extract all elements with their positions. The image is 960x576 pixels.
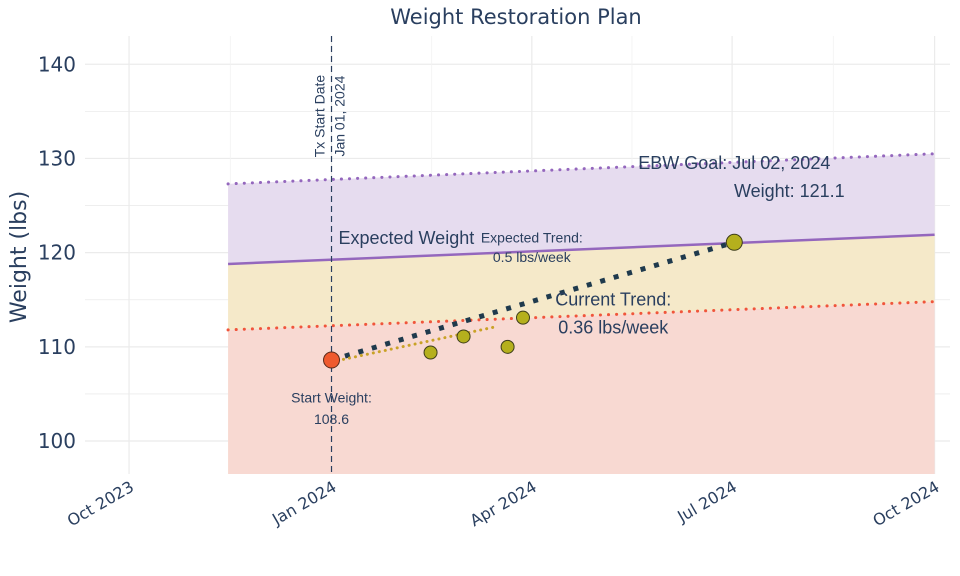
observation-point-3 <box>516 310 531 325</box>
y-tick-label: 110 <box>38 335 76 359</box>
annotation-ct1: Current Trend: <box>555 289 671 309</box>
band-0 <box>228 301 935 474</box>
annotation-tx2: Jan 01, 2024 <box>332 75 348 156</box>
x-tick-label: Oct 2023 <box>64 477 137 530</box>
observation-point-2 <box>500 339 515 354</box>
annotation-expw: Expected Weight <box>338 228 474 248</box>
annotation-sw2: 108.6 <box>314 411 349 427</box>
band-1 <box>228 234 935 330</box>
x-tick-label: Apr 2024 <box>467 477 540 530</box>
start-weight-point <box>323 351 341 369</box>
goal-weight-point <box>725 233 743 251</box>
annotation-ct2: 0.36 lbs/week <box>558 318 669 338</box>
y-tick-label: 100 <box>38 429 76 453</box>
y-tick-label: 140 <box>38 52 76 76</box>
chart-title: Weight Restoration Plan <box>390 5 642 29</box>
band-2 <box>228 153 935 264</box>
annotations: Tx Start Date Jan 01, 2024 Expected Weight… <box>291 75 845 427</box>
annotation-tx1: Tx Start Date <box>312 75 328 158</box>
reference-line-0 <box>228 233 935 266</box>
x-tick-label: Jan 2024 <box>268 477 339 529</box>
observation-point-0 <box>423 345 438 360</box>
annotation-et1: Expected Trend: <box>481 229 583 245</box>
y-tick-label: 120 <box>38 241 76 265</box>
reference-lines <box>226 36 937 474</box>
x-tick-label: Oct 2024 <box>869 477 942 530</box>
annotation-goal2: Weight: 121.1 <box>734 181 845 201</box>
x-tick-label: Jul 2024 <box>673 477 740 527</box>
y-tick-label: 130 <box>38 146 76 170</box>
annotation-goal1: EBW Goal: Jul 02, 2024 <box>638 153 830 173</box>
bands <box>228 153 935 474</box>
annotation-sw1: Start Weight: <box>291 389 372 405</box>
data-points <box>323 233 743 369</box>
observation-point-1 <box>456 329 471 344</box>
annotation-et2: 0.5 lbs/week <box>493 249 572 265</box>
y-axis-label: Weight (lbs) <box>7 191 32 323</box>
